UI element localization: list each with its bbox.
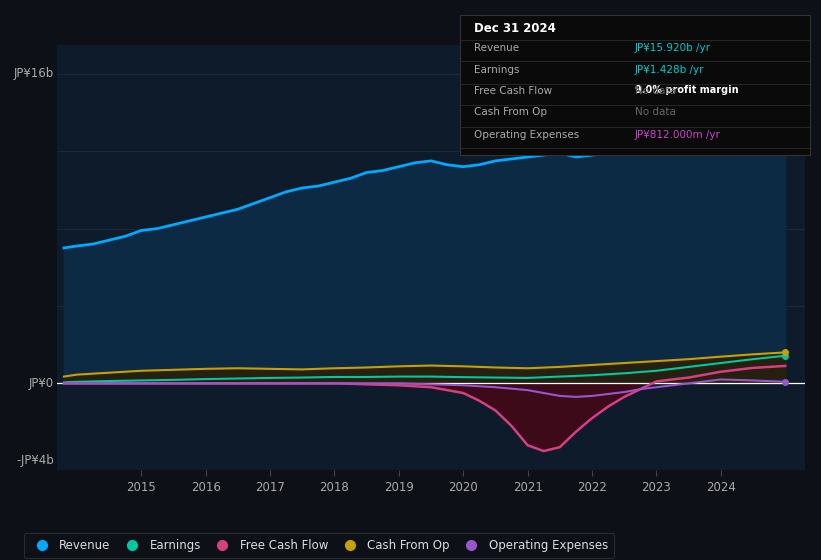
Text: Earnings: Earnings — [474, 66, 520, 76]
Text: Free Cash Flow: Free Cash Flow — [474, 86, 553, 96]
Text: Cash From Op: Cash From Op — [474, 108, 547, 118]
Text: Revenue: Revenue — [474, 43, 519, 53]
Legend: Revenue, Earnings, Free Cash Flow, Cash From Op, Operating Expenses: Revenue, Earnings, Free Cash Flow, Cash … — [24, 533, 614, 558]
Text: Dec 31 2024: Dec 31 2024 — [474, 22, 556, 35]
Text: JP¥1.428b /yr: JP¥1.428b /yr — [635, 66, 704, 76]
Text: JP¥15.920b /yr: JP¥15.920b /yr — [635, 43, 711, 53]
Text: -JP¥4b: -JP¥4b — [16, 454, 53, 467]
Text: Operating Expenses: Operating Expenses — [474, 130, 580, 140]
Text: No data: No data — [635, 108, 676, 118]
Text: 9.0% profit margin: 9.0% profit margin — [635, 85, 739, 95]
Text: JP¥0: JP¥0 — [29, 377, 53, 390]
Text: No data: No data — [635, 86, 676, 96]
Text: JP¥812.000m /yr: JP¥812.000m /yr — [635, 130, 721, 140]
Text: JP¥16b: JP¥16b — [13, 67, 53, 80]
